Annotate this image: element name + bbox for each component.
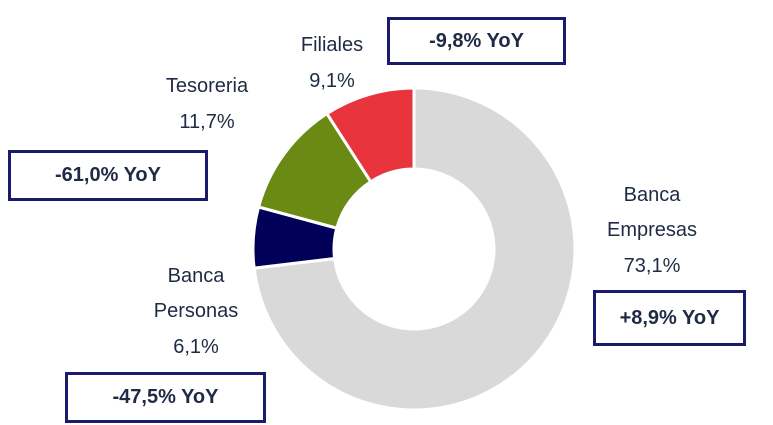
yoy-annotation: -47,5% YoY (65, 372, 266, 423)
yoy-annotation: +8,9% YoY (593, 290, 746, 346)
yoy-annotation: -61,0% YoY (8, 150, 208, 201)
value-label: 9,1% (309, 70, 355, 92)
segment-label: Banca Empresas 73,1% (592, 178, 712, 284)
category-label: Filiales (300, 34, 364, 56)
segment-label: Banca Personas 6,1% (136, 259, 256, 365)
category-label: Banca Empresas (606, 184, 698, 241)
donut-segment (324, 86, 416, 184)
yoy-annotation: -9,8% YoY (387, 17, 566, 65)
segment-label: Filiales 9,1% (292, 28, 372, 99)
category-label: Tesoreria (165, 75, 249, 97)
donut-segment (252, 86, 577, 412)
segment-label: Tesoreria 11,7% (147, 69, 267, 140)
category-label: Banca Personas (153, 265, 239, 322)
value-label: 11,7% (179, 111, 235, 133)
value-label: 6,1% (173, 336, 219, 358)
value-label: 73,1% (623, 255, 681, 277)
